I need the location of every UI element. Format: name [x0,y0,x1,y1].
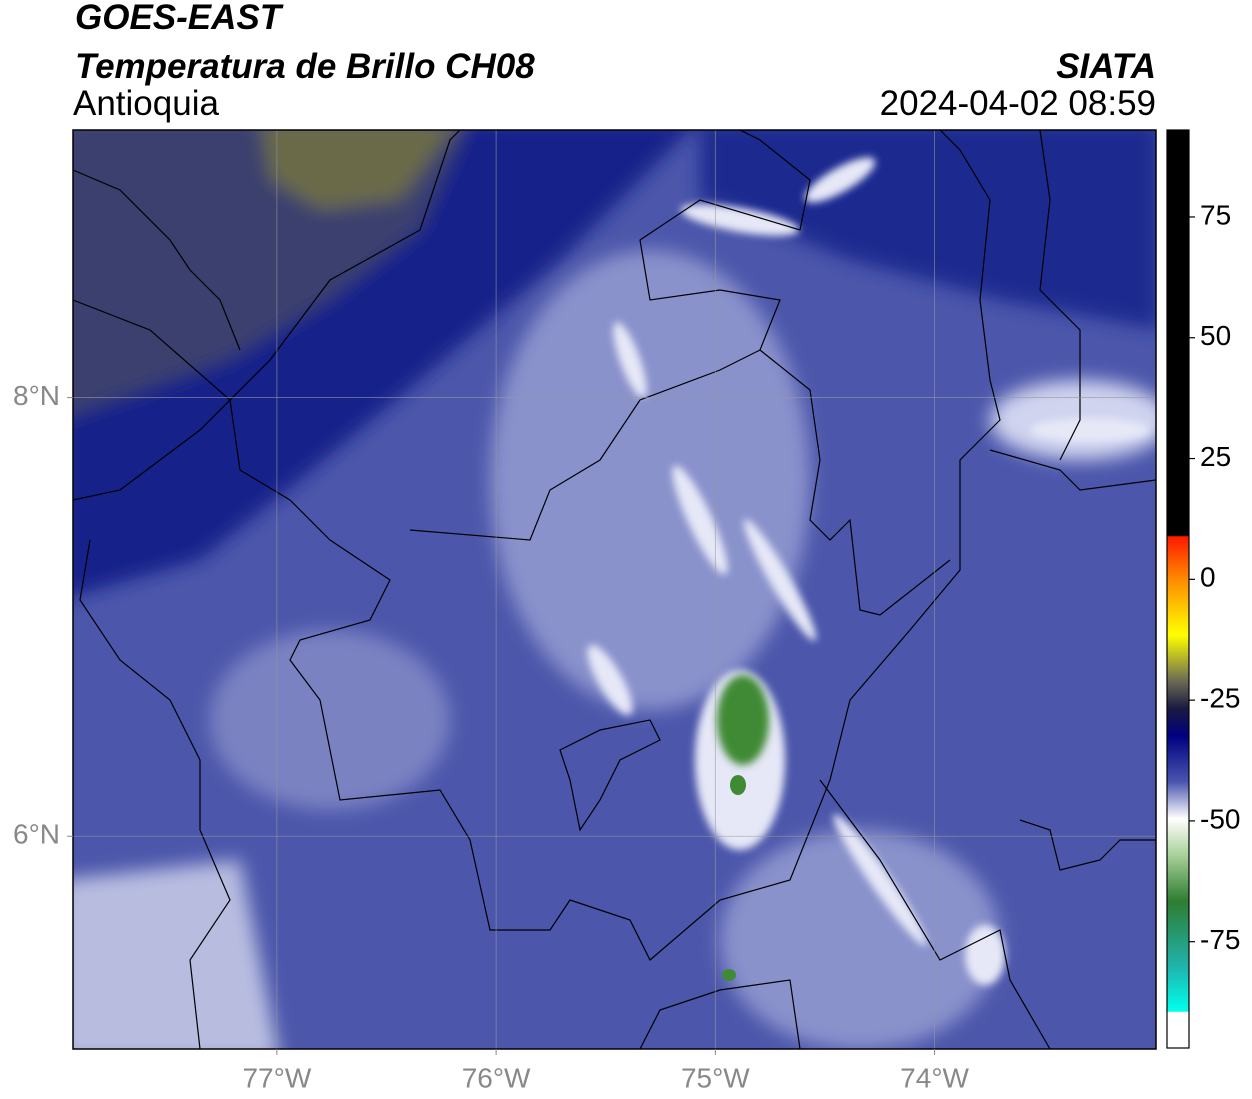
x-tick-label: 74°W [900,1062,969,1093]
title: GOES-EAST [75,0,284,37]
colorbar-tick-label: -25 [1200,683,1240,714]
x-tick-label: 75°W [681,1062,750,1093]
y-tick-label: 6°N [13,819,60,850]
colorbar-tick-label: 0 [1200,562,1216,593]
colorbar [1166,129,1190,1049]
colorbar-tick-label: -50 [1200,803,1240,834]
colorbar-tick-label: -75 [1200,924,1240,955]
colorbar-tick-label: 25 [1200,441,1231,472]
datetime: 2024-04-02 08:59 [880,84,1156,123]
grid-layer [73,130,1156,1049]
colorbar-tick-label: 50 [1200,320,1231,351]
organization: SIATA [1056,47,1156,86]
subtitle: Temperatura de Brillo CH08 [75,47,535,86]
x-tick-label: 76°W [462,1062,531,1093]
colorbar-tick-label: 75 [1200,199,1231,230]
region: Antioquia [73,84,219,123]
satellite-image [73,130,1156,1049]
y-tick-label: 8°N [13,380,60,411]
x-tick-label: 77°W [242,1062,311,1093]
map-frame [72,129,1157,1050]
